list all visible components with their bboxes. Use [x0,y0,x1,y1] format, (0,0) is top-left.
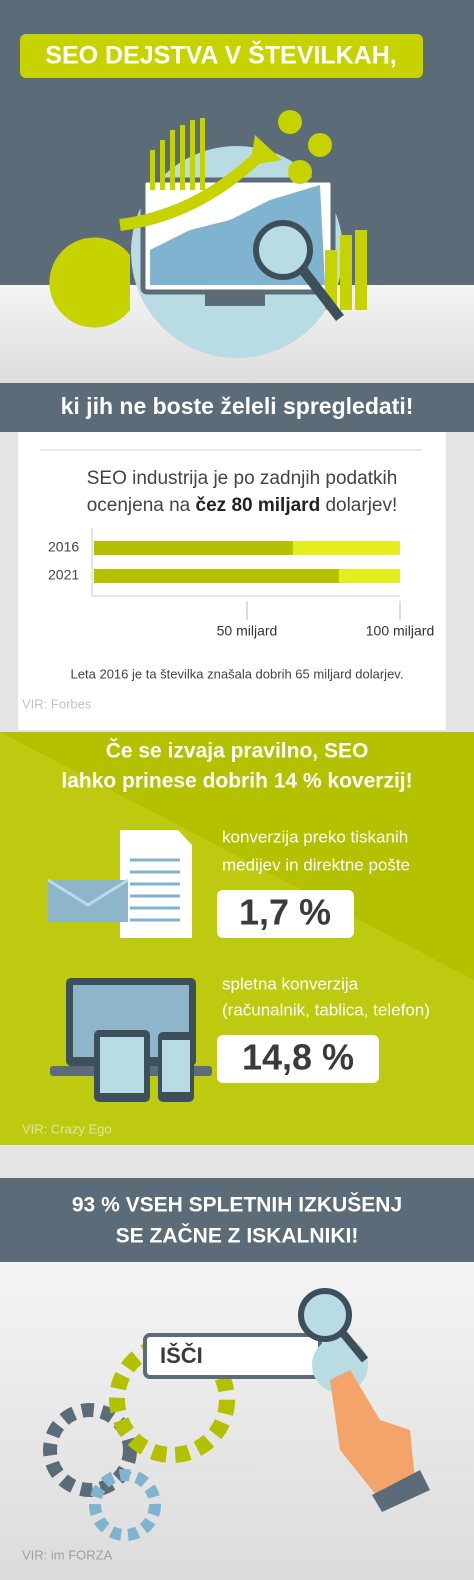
category-label: 2016 [48,539,79,555]
text: dolarjev! [320,495,397,516]
devices-icon [50,978,212,1102]
title: SEO DEJSTVA V ŠTEVILKAH, [45,40,396,70]
item-value: 14,8 % [242,1037,354,1078]
item-label: medijev in direktne pošte [222,855,410,874]
item-label: konverzija preko tiskanih [222,827,408,846]
market-note: Leta 2016 je ta številka znašala dobrih … [71,666,404,681]
source: VIR: im FORZA [22,1547,113,1562]
text: ocenjena na [87,495,196,516]
tick-label: 50 miljard [217,623,278,639]
market-line: ocenjena na čez 80 miljard dolarjev! [87,495,398,516]
search-band [0,1178,474,1262]
market-line: SEO industrija je po zadnjih podatkih [87,468,398,489]
illustration [49,110,367,358]
item-value: 1,7 % [239,892,331,933]
source: VIR: Forbes [22,696,92,711]
bottom-bg [0,1262,474,1580]
search-heading: 93 % VSEH SPLETNIH IZKUŠENJ [72,1193,402,1217]
subtitle: ki jih ne boste želeli spregledati! [61,393,414,419]
emphasis: čez 80 miljard [196,495,321,516]
bar [94,569,339,583]
tick-label: 100 miljard [366,623,434,639]
search-illustration [43,1288,430,1541]
conversion-heading: lahko prinese dobrih 14 % koverzij! [61,770,412,793]
market-chart: 50 miljard 100 miljard 2016 2021 [48,528,434,639]
value-box [217,890,354,938]
value-box [217,1035,379,1083]
conversion-heading: Če se izvaja pravilno, SEO [106,739,369,763]
search-button: IŠČI [160,1343,203,1368]
category-label: 2021 [48,567,79,583]
subtitle-band [0,383,474,432]
mail-icon [47,830,192,938]
search-heading: SE ZAČNE Z ISKALNIKI! [116,1224,359,1248]
item-label: spletna konverzija [222,974,359,993]
item-label: (računalnik, tablica, telefon) [222,1000,430,1019]
title-pill [20,34,423,78]
source: VIR: Crazy Ego [22,1121,112,1136]
bar [94,541,293,555]
